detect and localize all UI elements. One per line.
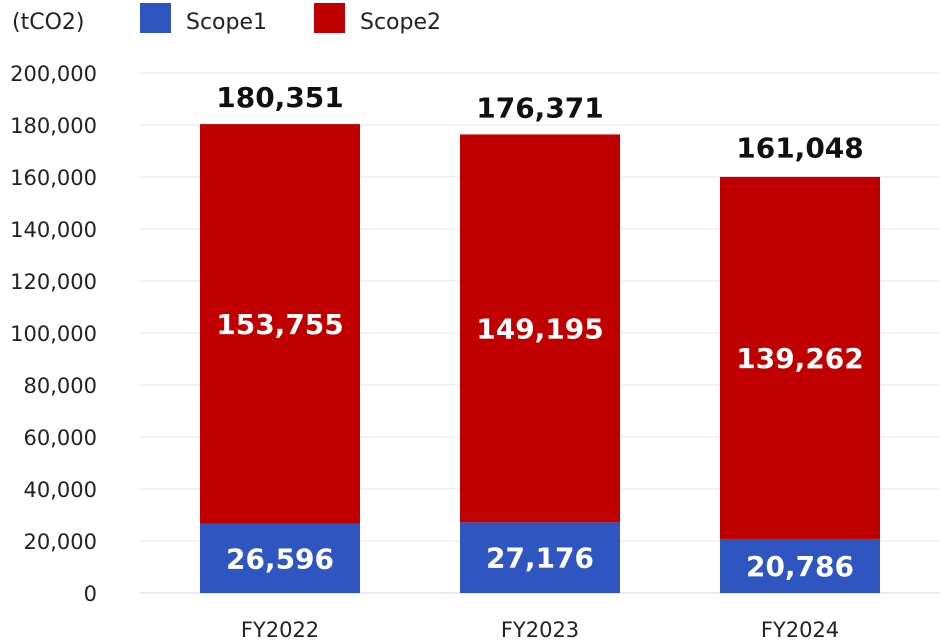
y-tick-label: 120,000 — [10, 270, 97, 294]
unit-label: (tCO2) — [12, 10, 84, 35]
bar-scope1-fy2023 — [460, 522, 620, 593]
x-tick-label: FY2023 — [501, 618, 579, 640]
y-tick-label: 60,000 — [24, 426, 97, 450]
y-tick-label: 20,000 — [24, 530, 97, 554]
y-tick-label: 0 — [84, 582, 97, 606]
data-label-scope2: 149,195 — [476, 312, 604, 345]
bar-scope1-fy2022 — [200, 523, 360, 593]
data-label-scope1: 27,176 — [486, 542, 594, 575]
x-tick-label: FY2022 — [241, 618, 319, 640]
bar-scope1-fy2024 — [720, 538, 880, 593]
y-tick-label: 80,000 — [24, 374, 97, 398]
data-label-scope2: 153,755 — [216, 308, 344, 341]
total-label: 161,048 — [736, 131, 864, 164]
x-tick-label: FY2024 — [761, 618, 839, 640]
bar-scope2-fy2024 — [720, 176, 880, 539]
y-axis: 0 20,000 40,000 60,000 80,000 100,000 120,000 1… — [10, 62, 97, 606]
y-tick-label: 140,000 — [10, 218, 97, 242]
legend-swatch-scope1 — [140, 3, 171, 33]
data-label-scope2: 139,262 — [736, 342, 864, 375]
bars: 26,596 153,755 180,351 27,176 149,195 176,371… — [200, 81, 880, 593]
x-axis: FY2022 FY2023 FY2024 — [241, 618, 839, 640]
legend-swatch-scope2 — [314, 3, 345, 33]
bar-scope2-fy2023 — [460, 134, 620, 523]
y-tick-label: 160,000 — [10, 166, 97, 190]
data-label-scope1: 26,596 — [226, 542, 334, 575]
data-label-scope1: 20,786 — [746, 550, 854, 583]
y-tick-label: 180,000 — [10, 114, 97, 138]
y-tick-label: 200,000 — [10, 62, 97, 86]
y-tick-label: 40,000 — [24, 478, 97, 502]
y-tick-label: 100,000 — [10, 322, 97, 346]
bar-scope2-fy2022 — [200, 124, 360, 524]
legend-label-scope2: Scope2 — [360, 10, 441, 35]
legend-label-scope1: Scope1 — [186, 10, 267, 35]
total-label: 176,371 — [476, 91, 604, 124]
total-label: 180,351 — [216, 81, 344, 114]
legend: Scope1 Scope2 — [140, 3, 441, 35]
